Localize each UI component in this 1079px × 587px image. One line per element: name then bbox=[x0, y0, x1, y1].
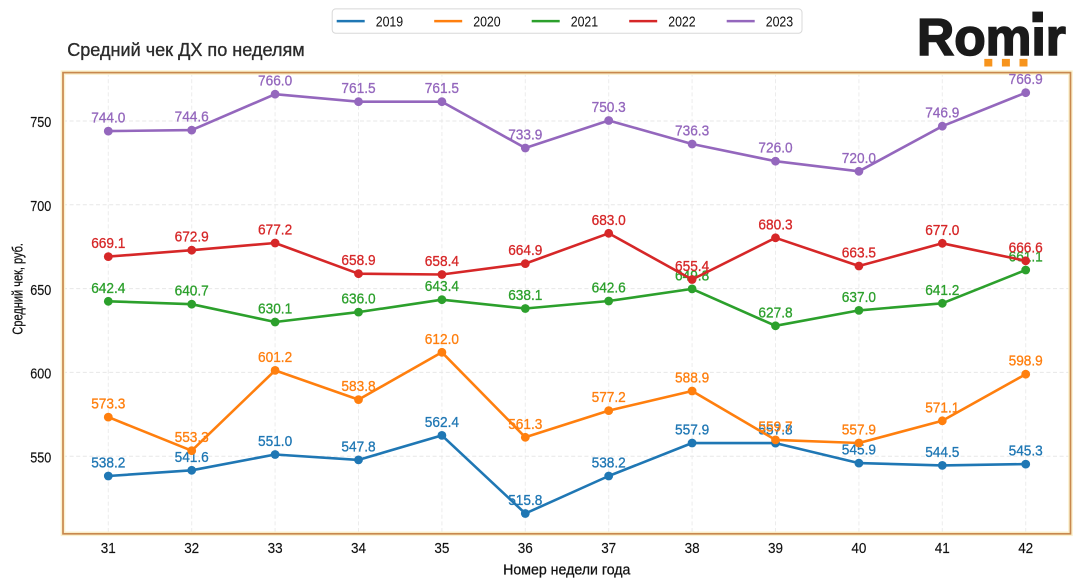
svg-text:538.2: 538.2 bbox=[91, 455, 125, 472]
svg-text:638.1: 638.1 bbox=[508, 287, 542, 304]
svg-text:766.0: 766.0 bbox=[258, 73, 292, 90]
svg-text:746.9: 746.9 bbox=[925, 105, 959, 122]
svg-text:761.5: 761.5 bbox=[341, 80, 375, 97]
svg-text:650: 650 bbox=[30, 282, 51, 299]
svg-text:726.0: 726.0 bbox=[758, 140, 792, 157]
svg-text:34: 34 bbox=[351, 540, 366, 557]
svg-text:545.3: 545.3 bbox=[1009, 443, 1043, 460]
svg-text:551.0: 551.0 bbox=[258, 433, 292, 450]
svg-text:627.8: 627.8 bbox=[758, 304, 792, 321]
svg-text:736.3: 736.3 bbox=[675, 123, 709, 140]
svg-text:642.6: 642.6 bbox=[592, 280, 626, 297]
svg-text:538.2: 538.2 bbox=[592, 455, 626, 472]
svg-text:31: 31 bbox=[101, 540, 116, 557]
svg-text:669.1: 669.1 bbox=[91, 235, 125, 252]
svg-text:664.9: 664.9 bbox=[508, 242, 542, 259]
svg-text:612.0: 612.0 bbox=[425, 331, 459, 348]
svg-text:700: 700 bbox=[30, 198, 51, 215]
svg-text:Средний чек ДХ по неделям: Средний чек ДХ по неделям bbox=[67, 39, 305, 60]
svg-text:Номер недели года: Номер недели года bbox=[503, 563, 631, 579]
svg-text:750.3: 750.3 bbox=[592, 99, 626, 116]
svg-text:42: 42 bbox=[1018, 540, 1033, 557]
svg-text:583.8: 583.8 bbox=[341, 378, 375, 395]
svg-text:630.1: 630.1 bbox=[258, 301, 292, 318]
svg-text:559.7: 559.7 bbox=[758, 418, 792, 435]
svg-text:750: 750 bbox=[30, 114, 51, 131]
svg-text:561.3: 561.3 bbox=[508, 416, 542, 433]
svg-text:2022: 2022 bbox=[668, 14, 696, 31]
svg-text:640.7: 640.7 bbox=[175, 283, 209, 300]
svg-text:2023: 2023 bbox=[766, 14, 794, 31]
svg-text:766.9: 766.9 bbox=[1009, 71, 1043, 88]
svg-text:2021: 2021 bbox=[571, 14, 599, 31]
svg-text:636.0: 636.0 bbox=[341, 291, 375, 308]
svg-text:2020: 2020 bbox=[473, 14, 501, 31]
svg-text:37: 37 bbox=[601, 540, 616, 557]
svg-text:553.3: 553.3 bbox=[175, 429, 209, 446]
svg-text:515.8: 515.8 bbox=[508, 492, 542, 509]
svg-text:544.5: 544.5 bbox=[925, 444, 959, 461]
svg-text:761.5: 761.5 bbox=[425, 80, 459, 97]
svg-text:39: 39 bbox=[768, 540, 783, 557]
svg-text:733.9: 733.9 bbox=[508, 127, 542, 144]
svg-text:655.4: 655.4 bbox=[675, 258, 709, 275]
svg-text:33: 33 bbox=[268, 540, 283, 557]
svg-text:557.9: 557.9 bbox=[842, 422, 876, 439]
svg-text:744.0: 744.0 bbox=[91, 110, 125, 127]
svg-text:Romir: Romir bbox=[917, 8, 1066, 66]
svg-text:663.5: 663.5 bbox=[842, 245, 876, 262]
svg-text:Средний чек, руб.: Средний чек, руб. bbox=[9, 243, 26, 335]
svg-text:2019: 2019 bbox=[376, 14, 404, 31]
svg-text:40: 40 bbox=[851, 540, 866, 557]
svg-text:666.6: 666.6 bbox=[1009, 239, 1043, 256]
svg-text:744.6: 744.6 bbox=[175, 109, 209, 126]
svg-text:557.9: 557.9 bbox=[675, 422, 709, 439]
svg-text:577.2: 577.2 bbox=[592, 389, 626, 406]
svg-text:720.0: 720.0 bbox=[842, 150, 876, 167]
svg-text:573.3: 573.3 bbox=[91, 396, 125, 413]
svg-text:677.0: 677.0 bbox=[925, 222, 959, 239]
svg-text:588.9: 588.9 bbox=[675, 370, 709, 387]
svg-text:601.2: 601.2 bbox=[258, 349, 292, 366]
svg-text:41: 41 bbox=[935, 540, 950, 557]
svg-text:547.8: 547.8 bbox=[341, 438, 375, 455]
svg-text:637.0: 637.0 bbox=[842, 289, 876, 306]
svg-text:658.9: 658.9 bbox=[341, 252, 375, 269]
svg-text:677.2: 677.2 bbox=[258, 222, 292, 239]
svg-text:658.4: 658.4 bbox=[425, 253, 459, 270]
svg-text:600: 600 bbox=[30, 366, 51, 383]
svg-text:641.2: 641.2 bbox=[925, 282, 959, 299]
svg-text:643.4: 643.4 bbox=[425, 278, 459, 295]
svg-text:571.1: 571.1 bbox=[925, 399, 959, 416]
svg-text:36: 36 bbox=[518, 540, 533, 557]
svg-text:38: 38 bbox=[685, 540, 700, 557]
svg-text:541.6: 541.6 bbox=[175, 449, 209, 466]
svg-text:683.0: 683.0 bbox=[592, 212, 626, 229]
svg-text:562.4: 562.4 bbox=[425, 414, 459, 431]
svg-text:545.9: 545.9 bbox=[842, 442, 876, 459]
svg-text:598.9: 598.9 bbox=[1009, 353, 1043, 370]
svg-text:32: 32 bbox=[184, 540, 199, 557]
svg-text:35: 35 bbox=[434, 540, 449, 557]
svg-text:642.4: 642.4 bbox=[91, 280, 125, 297]
svg-text:672.9: 672.9 bbox=[175, 229, 209, 246]
svg-text:680.3: 680.3 bbox=[758, 216, 792, 233]
svg-text:550: 550 bbox=[30, 449, 51, 466]
